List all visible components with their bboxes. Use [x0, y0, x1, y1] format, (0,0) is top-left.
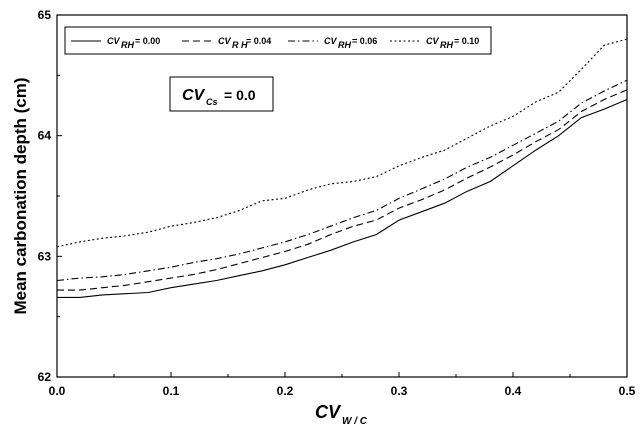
x-tick-label: 0.2 [277, 384, 294, 398]
legend-value-0: = 0.00 [135, 36, 160, 46]
x-tick-label: 0.3 [391, 384, 408, 398]
legend-value-1: = 0.04 [246, 36, 271, 46]
annotation-box [169, 76, 274, 112]
x-tick-label: 0.0 [49, 384, 66, 398]
x-axis-title-sub: W / C [342, 416, 368, 427]
y-tick-label: 63 [38, 249, 52, 263]
legend: CV RH = 0.00 CV R H= 0.04 CV RH = 0.06 CV RH = 0.1… [71, 36, 479, 50]
legend-var-0: CV [107, 36, 120, 46]
annotation-main: CV [182, 87, 206, 104]
y-tick-label: 64 [38, 129, 52, 143]
series-line-0 [57, 98, 628, 298]
legend-sub-3: RH [440, 40, 453, 50]
x-tick-label: 0.4 [505, 384, 522, 398]
annotation-sub: Cs [206, 97, 218, 107]
y-axis-title: Mean carbonation depth (cm) [11, 77, 30, 314]
series-line-2 [56, 79, 628, 282]
legend-sub-2: RH [338, 40, 351, 50]
legend-box [64, 26, 492, 55]
legend-sub-0: RH [121, 40, 134, 50]
x-tick-label: 0.1 [163, 384, 180, 398]
x-tick-label: 0.5 [619, 384, 636, 398]
legend-sub-1: R H [232, 40, 248, 50]
legend-value-3: = 0.10 [454, 36, 479, 46]
y-tick-label: 62 [38, 370, 52, 384]
series-line-3 [56, 38, 628, 248]
y-tick-label: 65 [38, 8, 52, 22]
series-line-1 [57, 89, 628, 291]
x-axis-title-main: CV [315, 402, 342, 422]
y-axis-ticks: 62 63 64 65 [38, 8, 62, 384]
legend-var-3: CV [426, 36, 439, 46]
plot-frame [56, 14, 628, 378]
annotation-value: = 0.0 [224, 87, 256, 103]
x-axis-ticks: 0.0 0.1 0.2 0.3 0.4 0.5 [49, 372, 636, 398]
series-lines [56, 38, 628, 298]
legend-var-1: CV [218, 36, 231, 46]
legend-var-2: CV [324, 36, 337, 46]
legend-value-2: = 0.06 [352, 36, 377, 46]
